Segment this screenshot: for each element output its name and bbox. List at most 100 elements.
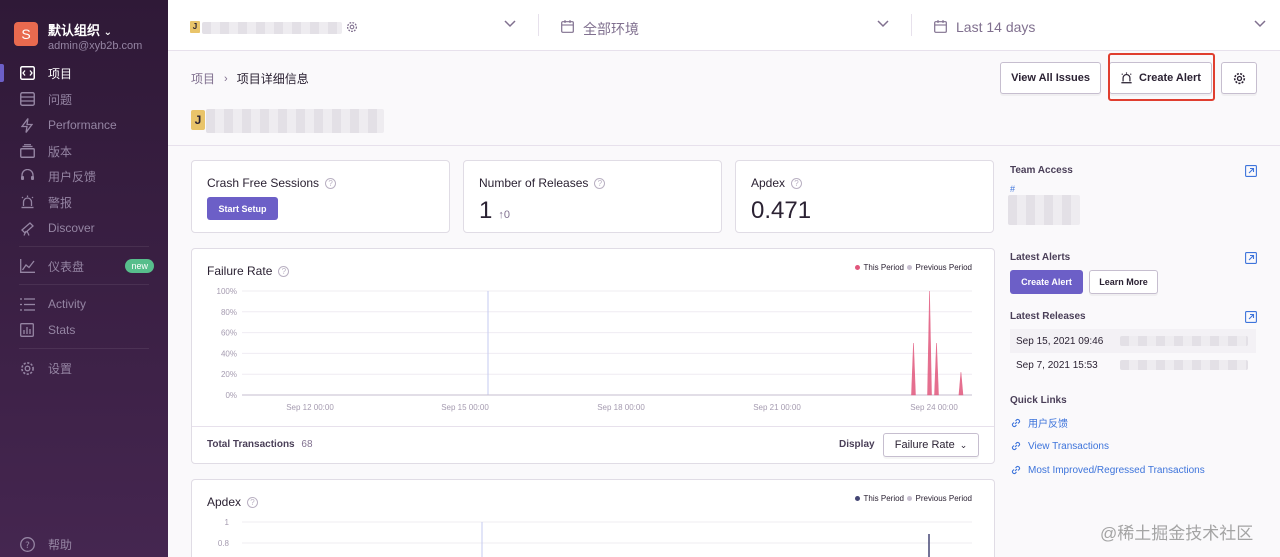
card-title: Crash Free Sessions <box>207 176 320 190</box>
lightning-icon <box>19 117 35 133</box>
sidebar-item-projects[interactable]: 项目 <box>0 62 168 84</box>
y-tick-label: 20% <box>221 370 237 379</box>
team-access-title: Team Access <box>1010 165 1073 176</box>
open-external-icon[interactable] <box>1245 165 1257 177</box>
release-date: Sep 15, 2021 09:46 <box>1016 335 1104 347</box>
legend-previous-period[interactable]: Previous Period <box>906 263 972 272</box>
display-label: Display <box>839 439 875 450</box>
releases-count: 1 <box>479 197 493 224</box>
sidebar-item-label: Performance <box>48 118 117 132</box>
releases-delta: ↑0 <box>498 209 510 221</box>
quick-link-user-feedback[interactable]: 用户反馈 <box>1010 415 1068 430</box>
latest-releases-title: Latest Releases <box>1010 311 1086 322</box>
link-label: View Transactions <box>1028 440 1109 452</box>
failure-spike <box>934 342 939 396</box>
legend-dot <box>906 265 912 270</box>
open-external-icon[interactable] <box>1245 252 1257 264</box>
redacted-team <box>1008 195 1080 225</box>
release-row[interactable]: Sep 15, 2021 09:46 <box>1010 329 1256 353</box>
legend-this-period[interactable]: This Period <box>854 494 904 503</box>
gear-icon[interactable] <box>346 21 358 33</box>
highlight-box <box>1108 53 1215 101</box>
legend-label: Previous Period <box>915 494 972 503</box>
sidebar-create-alert-button[interactable]: Create Alert <box>1010 270 1083 294</box>
footer-label: Total Transactions <box>207 439 295 450</box>
sidebar-item-releases[interactable]: 版本 <box>0 140 168 162</box>
sidebar-item-help[interactable]: ? 帮助 <box>0 533 168 555</box>
legend-previous-period[interactable]: Previous Period <box>906 494 972 503</box>
y-tick-label: 0% <box>225 391 237 400</box>
quick-link-view-transactions[interactable]: View Transactions <box>1010 440 1109 452</box>
breadcrumb-current: 项目详细信息 <box>236 72 309 86</box>
sidebar-item-issues[interactable]: 问题 <box>0 88 168 110</box>
number-of-releases-card: Number of Releases? 1 ↑0 <box>463 160 722 233</box>
create-alert-button[interactable]: Create Alert <box>1109 62 1212 94</box>
sidebar-item-alerts[interactable]: 警报 <box>0 191 168 213</box>
help-icon[interactable]: ? <box>594 177 606 189</box>
header-divider <box>911 14 912 36</box>
x-tick-label: Sep 24 00:00 <box>910 403 958 412</box>
open-external-icon[interactable] <box>1245 311 1257 323</box>
org-switcher[interactable]: S 默认组织 ⌄ admin@xyb2b.com <box>14 20 142 52</box>
org-email: admin@xyb2b.com <box>48 40 143 52</box>
sidebar-item-label: 版本 <box>48 144 73 159</box>
redacted-release <box>1120 360 1248 370</box>
chevron-down-icon: ⌄ <box>103 27 113 38</box>
org-avatar: S <box>14 22 38 46</box>
time-range-selector[interactable]: Last 14 days <box>912 0 1280 51</box>
sidebar-item-user-feedback[interactable]: 用户反馈 <box>0 165 168 187</box>
failure-spike <box>911 342 916 396</box>
release-row[interactable]: Sep 7, 2021 15:53 <box>1010 353 1256 377</box>
x-tick-label: Sep 12 00:00 <box>286 403 334 412</box>
crash-free-sessions-card: Crash Free Sessions? Start Setup <box>191 160 450 233</box>
y-tick-label: 100% <box>217 287 237 296</box>
release-date: Sep 7, 2021 15:53 <box>1016 359 1098 371</box>
sidebar-item-stats[interactable]: Stats <box>0 319 168 341</box>
x-tick-label: Sep 21 00:00 <box>753 403 801 412</box>
legend-label: Previous Period <box>915 263 972 272</box>
sidebar-divider <box>19 348 149 349</box>
sidebar-item-performance[interactable]: Performance <box>0 114 168 136</box>
telescope-icon <box>19 220 35 236</box>
environment-selector[interactable]: 全部环境 <box>539 0 911 51</box>
apdex-chart-panel: Apdex? This Period Previous Period 1 0.8 <box>191 479 995 557</box>
apdex-value: 0.471 <box>751 197 812 224</box>
help-icon: ? <box>19 536 35 552</box>
chevron-down-icon <box>504 19 516 27</box>
start-setup-button[interactable]: Start Setup <box>207 197 278 220</box>
legend-this-period[interactable]: This Period <box>854 263 904 272</box>
view-all-issues-button[interactable]: View All Issues <box>1000 62 1101 94</box>
create-alert-label: Create Alert <box>1139 72 1201 84</box>
quick-link-most-improved[interactable]: Most Improved/Regressed Transactions <box>1010 464 1205 476</box>
y-tick-label: 80% <box>221 308 237 317</box>
help-icon[interactable]: ? <box>278 265 290 277</box>
breadcrumb-root[interactable]: 项目 <box>191 72 216 86</box>
svg-text:?: ? <box>25 540 30 550</box>
sidebar-item-label: 仪表盘 <box>48 259 85 274</box>
support-icon <box>19 168 35 184</box>
failure-spike <box>927 290 932 396</box>
legend-dot <box>906 496 912 501</box>
sidebar-item-label: 问题 <box>48 92 73 107</box>
help-icon[interactable]: ? <box>791 177 803 189</box>
project-selector[interactable]: J <box>168 0 538 51</box>
releases-icon <box>19 143 35 159</box>
time-range-label: Last 14 days <box>956 18 1036 35</box>
siren-icon <box>1121 72 1132 84</box>
sidebar-item-settings[interactable]: 设置 <box>0 357 168 379</box>
latest-alerts-title: Latest Alerts <box>1010 252 1071 263</box>
y-tick-label: 1 <box>225 518 230 527</box>
help-icon[interactable]: ? <box>247 496 259 508</box>
display-dropdown[interactable]: Failure Rate ⌄ <box>883 433 979 457</box>
sidebar-item-discover[interactable]: Discover <box>0 217 168 239</box>
siren-icon <box>19 194 35 210</box>
chart-title: Apdex <box>207 495 242 509</box>
help-icon[interactable]: ? <box>325 177 337 189</box>
project-settings-button[interactable] <box>1221 62 1257 94</box>
learn-more-button[interactable]: Learn More <box>1089 270 1158 294</box>
sidebar-item-activity[interactable]: Activity <box>0 293 168 315</box>
legend-label: This Period <box>863 494 904 503</box>
sidebar-item-dashboards[interactable]: 仪表盘 new <box>0 255 168 277</box>
chevron-right-icon: › <box>224 72 228 85</box>
redacted-project-title <box>206 109 384 133</box>
